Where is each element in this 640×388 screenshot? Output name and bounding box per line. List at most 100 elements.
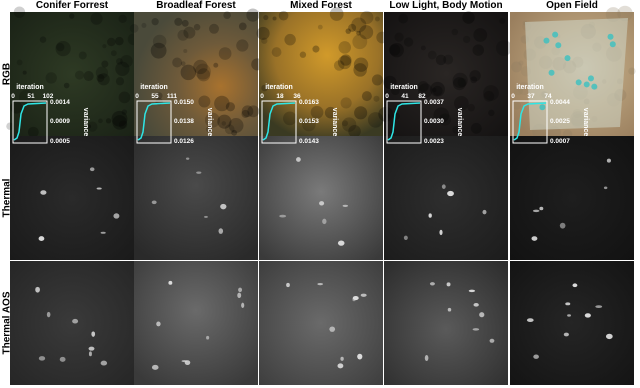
texture	[27, 126, 39, 138]
texture	[470, 76, 478, 84]
texture	[256, 26, 270, 40]
heat-spot	[357, 353, 363, 360]
heat-spot	[429, 282, 435, 286]
heat-spot	[156, 321, 161, 327]
texture	[371, 74, 383, 86]
heat-spot	[595, 305, 603, 309]
heat-spot	[317, 282, 324, 286]
inset-box	[261, 100, 297, 144]
texture	[417, 80, 429, 92]
texture	[329, 7, 344, 21]
texture	[110, 50, 117, 57]
heat-spot	[38, 236, 45, 242]
inset-y-tick: 0.0143	[299, 138, 319, 145]
texture	[324, 106, 337, 119]
column-title: Broadleaf Forest	[156, 0, 236, 11]
texture	[63, 82, 70, 89]
texture	[86, 124, 92, 129]
heat-spot	[296, 157, 301, 162]
texture	[155, 92, 163, 100]
inset-x-tick: 18	[276, 93, 284, 100]
texture	[356, 30, 361, 36]
image-tile	[10, 136, 134, 260]
texture	[101, 60, 109, 68]
texture	[495, 40, 512, 57]
texture	[488, 109, 495, 117]
inset-x-label: iteration	[516, 84, 544, 91]
texture	[432, 85, 443, 96]
heat-spot	[424, 355, 429, 361]
texture	[56, 42, 65, 52]
image-tile	[510, 261, 634, 385]
texture	[443, 54, 454, 65]
texture	[360, 10, 374, 25]
heat-spot	[567, 314, 571, 317]
texture	[340, 54, 352, 66]
texture	[361, 91, 372, 102]
texture	[418, 83, 433, 98]
heat-spot	[337, 240, 345, 246]
inset-y-tick: 0.0025	[550, 118, 570, 125]
texture	[74, 70, 85, 80]
texture	[193, 59, 208, 75]
heat-spot	[319, 201, 325, 206]
texture	[398, 13, 409, 24]
texture	[337, 55, 352, 70]
inset-x-label: iteration	[265, 84, 293, 91]
texture	[435, 54, 447, 66]
texture	[452, 126, 460, 134]
texture	[217, 114, 232, 129]
texture	[261, 84, 268, 92]
image-tile	[6, 6, 140, 138]
texture	[512, 101, 522, 110]
inset-x-tick: 51	[27, 93, 35, 100]
texture	[373, 95, 380, 102]
inset-y-tick: 0.0009	[50, 118, 70, 125]
texture	[118, 91, 131, 104]
inset-x-tick: 74	[544, 93, 552, 100]
inset-x-tick: 111	[167, 93, 178, 100]
heat-spot	[337, 363, 344, 369]
texture	[310, 105, 324, 119]
inset-x-tick: 102	[43, 93, 54, 100]
image	[10, 12, 134, 136]
texture	[367, 112, 384, 128]
image-tile	[129, 8, 264, 136]
image-tile	[384, 261, 508, 385]
heat-spot	[472, 328, 480, 331]
texture	[112, 115, 127, 130]
heat-spot	[531, 236, 538, 241]
texture	[284, 33, 296, 46]
heat-spot	[340, 356, 344, 361]
row-label: Thermal	[2, 178, 13, 217]
heat-spot	[196, 171, 202, 174]
texture	[454, 95, 469, 111]
texture	[467, 103, 475, 112]
texture	[438, 113, 452, 126]
texture	[272, 16, 277, 21]
heat-spot	[35, 286, 40, 293]
heat-spot	[539, 206, 544, 211]
texture	[225, 102, 236, 112]
texture	[462, 11, 475, 24]
heat-spot	[279, 214, 287, 218]
heat-spot	[403, 235, 408, 241]
texture	[193, 23, 201, 31]
inset-curve	[262, 102, 296, 141]
texture	[218, 47, 232, 60]
heat-spot	[96, 187, 102, 190]
marker	[543, 37, 550, 44]
texture	[150, 42, 167, 59]
heat-spot	[286, 282, 290, 288]
heat-spot	[532, 209, 540, 213]
texture	[351, 17, 367, 33]
texture	[340, 97, 352, 109]
texture	[246, 8, 260, 22]
texture	[213, 62, 219, 68]
texture	[378, 106, 394, 122]
texture	[263, 14, 269, 21]
texture	[129, 23, 139, 33]
